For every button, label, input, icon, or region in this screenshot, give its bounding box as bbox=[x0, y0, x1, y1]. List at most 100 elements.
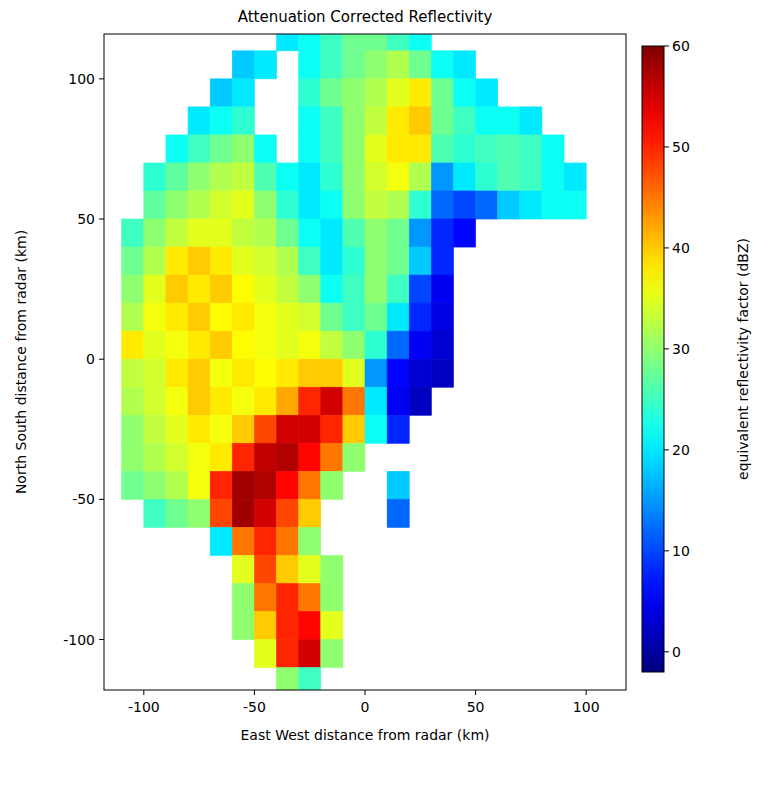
cell bbox=[343, 163, 365, 191]
cell bbox=[299, 51, 321, 79]
cell bbox=[299, 583, 321, 611]
cell bbox=[232, 275, 254, 303]
colorbar-tick-label: 30 bbox=[672, 341, 690, 357]
cell bbox=[188, 387, 210, 415]
cell bbox=[365, 34, 387, 51]
cell bbox=[144, 331, 166, 359]
cell bbox=[476, 135, 498, 163]
cell bbox=[277, 359, 299, 387]
cell bbox=[144, 163, 166, 191]
y-tick bbox=[99, 78, 104, 79]
cell bbox=[277, 247, 299, 275]
cell bbox=[343, 443, 365, 471]
cell bbox=[122, 387, 144, 415]
cell bbox=[431, 219, 453, 247]
cell bbox=[321, 359, 343, 387]
cell bbox=[343, 107, 365, 135]
cell bbox=[321, 107, 343, 135]
cell bbox=[254, 471, 276, 499]
cell bbox=[299, 79, 321, 107]
cell bbox=[144, 359, 166, 387]
cell bbox=[144, 443, 166, 471]
cell bbox=[365, 303, 387, 331]
cell bbox=[321, 51, 343, 79]
cell bbox=[431, 275, 453, 303]
cell bbox=[498, 107, 520, 135]
cell bbox=[144, 275, 166, 303]
x-tick-label: 100 bbox=[573, 699, 600, 715]
cell bbox=[387, 499, 409, 527]
cell bbox=[321, 443, 343, 471]
cell bbox=[387, 79, 409, 107]
cell bbox=[321, 387, 343, 415]
cell bbox=[365, 191, 387, 219]
cell bbox=[299, 163, 321, 191]
cell bbox=[343, 331, 365, 359]
cell bbox=[232, 555, 254, 583]
frame bbox=[104, 34, 626, 690]
cell bbox=[542, 191, 564, 219]
cell bbox=[210, 247, 232, 275]
cell bbox=[210, 387, 232, 415]
cell bbox=[254, 499, 276, 527]
cell bbox=[520, 163, 542, 191]
cell bbox=[321, 191, 343, 219]
cell bbox=[277, 415, 299, 443]
cell bbox=[321, 163, 343, 191]
cell bbox=[166, 191, 188, 219]
cell bbox=[166, 415, 188, 443]
cell bbox=[210, 527, 232, 555]
cell bbox=[498, 135, 520, 163]
cell bbox=[321, 79, 343, 107]
cell bbox=[299, 303, 321, 331]
colorbar-tick bbox=[664, 449, 669, 450]
cell bbox=[409, 135, 431, 163]
cell bbox=[166, 443, 188, 471]
cell bbox=[210, 219, 232, 247]
title: Attenuation Corrected Reflectivity bbox=[238, 8, 493, 26]
cell bbox=[210, 275, 232, 303]
cell bbox=[232, 387, 254, 415]
cell bbox=[542, 163, 564, 191]
cell bbox=[210, 471, 232, 499]
cell bbox=[343, 135, 365, 163]
cell bbox=[365, 415, 387, 443]
cell bbox=[409, 303, 431, 331]
cell bbox=[166, 303, 188, 331]
cell bbox=[166, 275, 188, 303]
cell bbox=[299, 359, 321, 387]
cell bbox=[299, 527, 321, 555]
cell bbox=[387, 135, 409, 163]
cell bbox=[387, 51, 409, 79]
cell bbox=[431, 51, 453, 79]
cell bbox=[299, 247, 321, 275]
cell bbox=[299, 135, 321, 163]
cell bbox=[277, 471, 299, 499]
cell bbox=[343, 79, 365, 107]
cell bbox=[431, 359, 453, 387]
y-tick-label: 50 bbox=[77, 211, 95, 227]
colorbar-tick bbox=[664, 46, 669, 47]
y-tick-label: 100 bbox=[68, 71, 95, 87]
cell bbox=[188, 275, 210, 303]
cell bbox=[166, 471, 188, 499]
y-tick-label: -50 bbox=[72, 491, 95, 507]
cell bbox=[498, 163, 520, 191]
cell bbox=[431, 135, 453, 163]
colorbar-tick bbox=[664, 247, 669, 248]
cell bbox=[476, 107, 498, 135]
cell bbox=[232, 303, 254, 331]
colorbar bbox=[642, 46, 664, 672]
cell bbox=[277, 331, 299, 359]
x-tick bbox=[365, 690, 366, 695]
cell bbox=[387, 107, 409, 135]
cell bbox=[343, 359, 365, 387]
cell bbox=[409, 331, 431, 359]
cell bbox=[232, 51, 254, 79]
cell bbox=[299, 107, 321, 135]
cell bbox=[277, 640, 299, 668]
cell bbox=[277, 275, 299, 303]
colorbar-tick-label: 40 bbox=[672, 240, 690, 256]
cell bbox=[299, 34, 321, 51]
y-tick bbox=[99, 499, 104, 500]
